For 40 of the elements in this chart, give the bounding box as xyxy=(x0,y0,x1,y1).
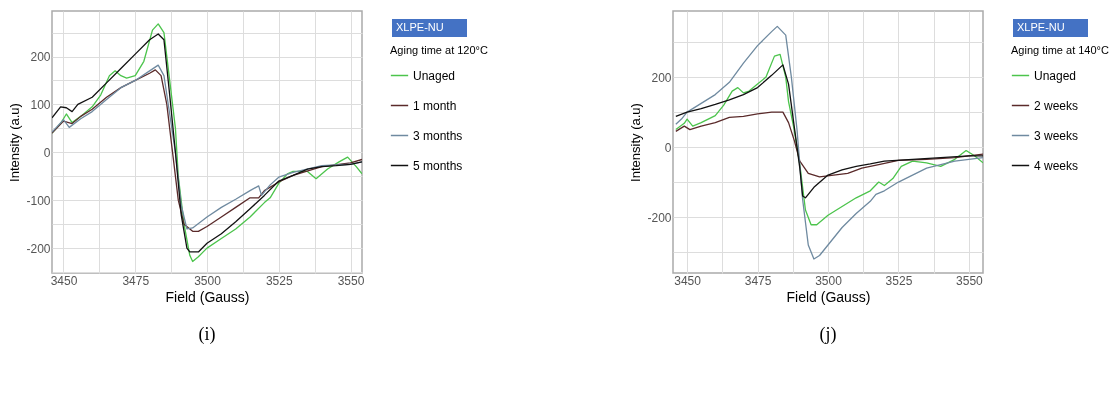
x-tick-label: 3550 xyxy=(337,273,365,288)
y-tick-label: -100 xyxy=(26,193,51,208)
y-tick-label: 100 xyxy=(30,97,51,112)
y-tick-label: -200 xyxy=(647,210,672,225)
legend-label: Unaged xyxy=(1034,68,1077,83)
y-tick-label: 200 xyxy=(651,70,672,85)
x-tick-label: 3475 xyxy=(122,273,150,288)
x-tick-label: 3550 xyxy=(956,273,984,288)
line-series xyxy=(675,111,983,178)
x-tick-label: 3450 xyxy=(674,273,702,288)
x-tick-label: 3525 xyxy=(885,273,913,288)
y-axis-title: Intensity (a.u) xyxy=(628,103,644,182)
legend-label: 3 months xyxy=(413,128,463,143)
text: XLPE-NU xyxy=(396,21,444,33)
x-axis-title: Field (Gauss) xyxy=(165,288,250,305)
x-tick-label: 3500 xyxy=(815,273,843,288)
y-tick-label: 0 xyxy=(664,140,672,155)
legend-label: 5 months xyxy=(413,158,463,173)
x-tick-label: 3500 xyxy=(194,273,222,288)
line-series xyxy=(675,25,983,260)
y-tick-label: 200 xyxy=(30,50,51,64)
legend-title: Aging time at 120°C xyxy=(390,44,489,56)
y-tick-label: 0 xyxy=(43,145,51,160)
legend-label: 2 weeks xyxy=(1034,98,1079,113)
x-axis-title: Field (Gauss) xyxy=(786,288,871,305)
x-tick-label: 3450 xyxy=(50,273,78,288)
legend-title: Aging time at 140°C xyxy=(1011,44,1110,56)
text: (j) xyxy=(819,324,837,345)
y-tick-label: -200 xyxy=(26,241,51,256)
legend-label: 4 weeks xyxy=(1034,158,1079,173)
x-tick-label: 3475 xyxy=(744,273,772,288)
text: XLPE-NU xyxy=(1017,21,1065,33)
legend-label: Unaged xyxy=(413,68,456,83)
legend-label: 1 month xyxy=(413,98,457,113)
line-series xyxy=(675,64,983,199)
legend-label: 3 weeks xyxy=(1034,128,1079,143)
line-series xyxy=(675,53,983,226)
text: (i) xyxy=(198,324,216,345)
y-axis-title: Intensity (a.u) xyxy=(7,103,23,182)
x-tick-label: 3525 xyxy=(265,273,293,288)
